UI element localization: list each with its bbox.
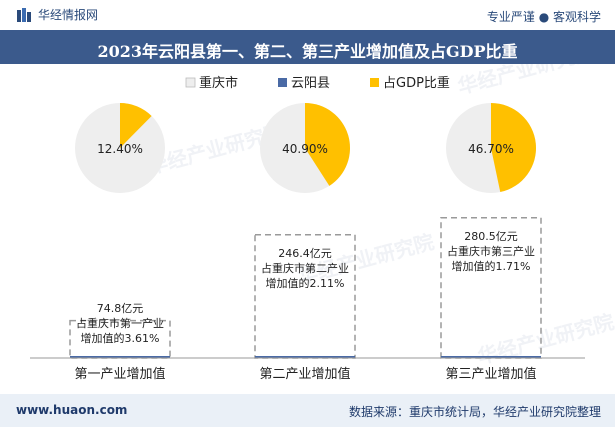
bar-label-1-1: 占重庆市第二产业 [261, 261, 349, 275]
bar-label-1-0: 246.4亿元 [278, 247, 332, 260]
bar-base-1 [255, 356, 355, 358]
legend-label-2: 占GDP比重 [383, 75, 450, 91]
bar-label-2-1: 占重庆市第三产业 [447, 244, 535, 258]
bar-label-0-0: 74.8亿元 [97, 302, 144, 315]
footer: www.huaon.com 数据来源：重庆市统计局，华经产业研究院整理 [0, 394, 615, 427]
pie-label-1: 40.90% [282, 142, 328, 156]
legend-swatch-0 [185, 77, 196, 88]
pie-slice-0 [120, 103, 152, 148]
brand-logo-icon [17, 7, 31, 22]
bar-base-2 [441, 356, 541, 358]
pie-slice-2 [491, 103, 536, 193]
legend-label-1: 云阳县 [291, 76, 330, 91]
brand: 华经情报网 [16, 6, 98, 23]
legend-swatch-1 [278, 78, 287, 87]
x-tick-label-2: 第三产业增加值 [445, 366, 536, 382]
tagline: 专业严谨 ● 客观科学 [486, 10, 601, 24]
bar-label-1-2: 增加值的2.11% [266, 276, 345, 290]
watermark-3: 华经产业研究院 [475, 309, 615, 368]
legend-label-0: 重庆市 [199, 75, 238, 91]
bar-label-2-2: 增加值的1.71% [452, 259, 531, 273]
title-bar: 2023年云阳县第一、第二、第三产业增加值及占GDP比重 [0, 30, 615, 64]
pie-label-2: 46.70% [468, 142, 514, 156]
bar-label-0-2: 增加值的3.61% [81, 331, 160, 345]
data-source: 数据来源：重庆市统计局，华经产业研究院整理 [348, 405, 601, 419]
top-bar: 华经情报网 专业严谨 ● 客观科学 [0, 0, 615, 30]
pie-label-0: 12.40% [97, 142, 143, 156]
bar-label-2-0: 280.5亿元 [464, 230, 518, 243]
website-link[interactable]: www.huaon.com [16, 403, 128, 417]
bar-outline-0 [69, 319, 171, 359]
pie-slice-1 [305, 103, 351, 186]
legend-swatch-2 [370, 78, 379, 87]
brand-name: 华经情报网 [38, 8, 99, 22]
bar-label-0-1: 占重庆市第一产业 [76, 316, 164, 330]
x-tick-label-1: 第二产业增加值 [259, 366, 350, 382]
chart-title: 2023年云阳县第一、第二、第三产业增加值及占GDP比重 [97, 42, 518, 61]
bar-base-0 [70, 356, 170, 358]
watermark-2: 华经产业研究院 [455, 64, 596, 99]
x-tick-label-0: 第一产业增加值 [74, 366, 165, 382]
